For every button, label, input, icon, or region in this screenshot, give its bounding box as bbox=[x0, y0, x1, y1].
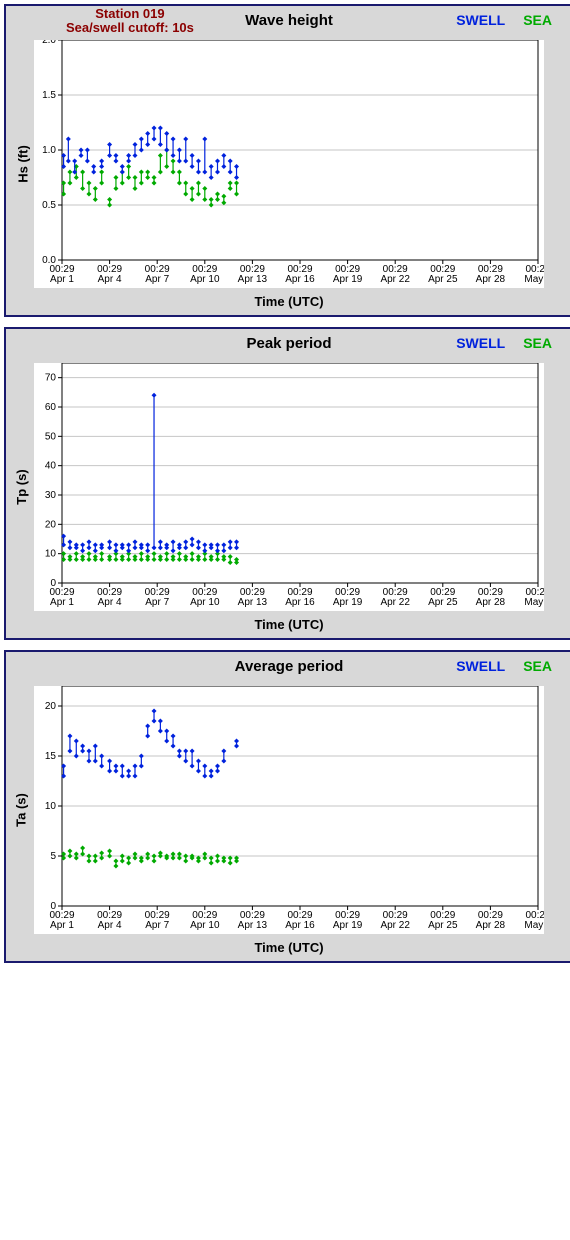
svg-text:Apr 16: Apr 16 bbox=[285, 274, 315, 285]
svg-text:1.0: 1.0 bbox=[42, 145, 56, 156]
xlabel-peak-period: Time (UTC) bbox=[6, 617, 570, 632]
svg-text:Apr 22: Apr 22 bbox=[380, 920, 410, 931]
svg-text:May 1: May 1 bbox=[524, 274, 544, 285]
svg-text:Apr 4: Apr 4 bbox=[98, 597, 122, 608]
svg-average-period: 0510152000:29Apr 100:29Apr 400:29Apr 700… bbox=[34, 686, 544, 934]
svg-text:Apr 28: Apr 28 bbox=[476, 597, 506, 608]
svg-text:Apr 1: Apr 1 bbox=[50, 920, 74, 931]
svg-text:Apr 16: Apr 16 bbox=[285, 920, 315, 931]
svg-text:2.0: 2.0 bbox=[42, 40, 56, 46]
svg-wave-height: 0.00.51.01.52.000:29Apr 100:29Apr 400:29… bbox=[34, 40, 544, 288]
legend-swell: SWELL bbox=[456, 658, 505, 674]
plot-peak-period: Tp (s)01020304050607000:29Apr 100:29Apr … bbox=[34, 363, 566, 611]
svg-text:60: 60 bbox=[45, 402, 57, 413]
svg-text:5: 5 bbox=[50, 851, 56, 862]
legend-sea: SEA bbox=[523, 658, 552, 674]
svg-text:70: 70 bbox=[45, 373, 57, 384]
svg-text:Apr 13: Apr 13 bbox=[238, 274, 268, 285]
svg-text:Apr 22: Apr 22 bbox=[380, 597, 410, 608]
legend: SWELL SEA bbox=[456, 335, 552, 351]
svg-text:Apr 4: Apr 4 bbox=[98, 274, 122, 285]
svg-text:30: 30 bbox=[45, 490, 57, 501]
svg-text:Apr 13: Apr 13 bbox=[238, 920, 268, 931]
svg-text:Apr 25: Apr 25 bbox=[428, 274, 458, 285]
svg-text:15: 15 bbox=[45, 751, 57, 762]
svg-text:Apr 10: Apr 10 bbox=[190, 597, 220, 608]
legend: SWELL SEA bbox=[456, 12, 552, 28]
svg-text:Apr 25: Apr 25 bbox=[428, 597, 458, 608]
svg-text:Apr 7: Apr 7 bbox=[145, 274, 169, 285]
ylabel-wave-height: Hs (ft) bbox=[15, 145, 30, 183]
svg-text:Apr 10: Apr 10 bbox=[190, 274, 220, 285]
xlabel-average-period: Time (UTC) bbox=[6, 940, 570, 955]
panel-peak-period: Peak periodSWELLSEATp (s)010203040506070… bbox=[4, 327, 570, 640]
svg-text:May 1: May 1 bbox=[524, 920, 544, 931]
legend-swell: SWELL bbox=[456, 335, 505, 351]
svg-text:Apr 7: Apr 7 bbox=[145, 920, 169, 931]
svg-text:Apr 22: Apr 22 bbox=[380, 274, 410, 285]
legend: SWELL SEA bbox=[456, 658, 552, 674]
svg-text:Apr 16: Apr 16 bbox=[285, 597, 315, 608]
xlabel-wave-height: Time (UTC) bbox=[6, 294, 570, 309]
svg-text:10: 10 bbox=[45, 549, 57, 560]
panel-average-period: Average periodSWELLSEATa (s)0510152000:2… bbox=[4, 650, 570, 963]
svg-text:40: 40 bbox=[45, 461, 57, 472]
svg-text:Apr 4: Apr 4 bbox=[98, 920, 122, 931]
ylabel-peak-period: Tp (s) bbox=[14, 469, 29, 504]
svg-text:20: 20 bbox=[45, 701, 57, 712]
svg-text:Apr 19: Apr 19 bbox=[333, 597, 363, 608]
svg-text:Apr 25: Apr 25 bbox=[428, 920, 458, 931]
svg-text:50: 50 bbox=[45, 431, 57, 442]
legend-swell: SWELL bbox=[456, 12, 505, 28]
svg-text:1.5: 1.5 bbox=[42, 90, 56, 101]
svg-text:Apr 1: Apr 1 bbox=[50, 274, 74, 285]
plot-wave-height: Hs (ft)0.00.51.01.52.000:29Apr 100:29Apr… bbox=[34, 40, 566, 288]
svg-text:20: 20 bbox=[45, 519, 57, 530]
svg-text:Apr 19: Apr 19 bbox=[333, 920, 363, 931]
svg-text:May 1: May 1 bbox=[524, 597, 544, 608]
svg-text:Apr 1: Apr 1 bbox=[50, 597, 74, 608]
svg-text:Apr 10: Apr 10 bbox=[190, 920, 220, 931]
svg-text:10: 10 bbox=[45, 801, 57, 812]
svg-text:0.5: 0.5 bbox=[42, 200, 56, 211]
svg-text:Apr 28: Apr 28 bbox=[476, 274, 506, 285]
svg-text:Apr 28: Apr 28 bbox=[476, 920, 506, 931]
plot-average-period: Ta (s)0510152000:29Apr 100:29Apr 400:29A… bbox=[34, 686, 566, 934]
svg-text:Apr 7: Apr 7 bbox=[145, 597, 169, 608]
svg-text:Apr 13: Apr 13 bbox=[238, 597, 268, 608]
panel-wave-height: Station 019Sea/swell cutoff: 10sWave hei… bbox=[4, 4, 570, 317]
svg-text:Apr 19: Apr 19 bbox=[333, 274, 363, 285]
legend-sea: SEA bbox=[523, 12, 552, 28]
svg-peak-period: 01020304050607000:29Apr 100:29Apr 400:29… bbox=[34, 363, 544, 611]
ylabel-average-period: Ta (s) bbox=[13, 793, 28, 827]
legend-sea: SEA bbox=[523, 335, 552, 351]
